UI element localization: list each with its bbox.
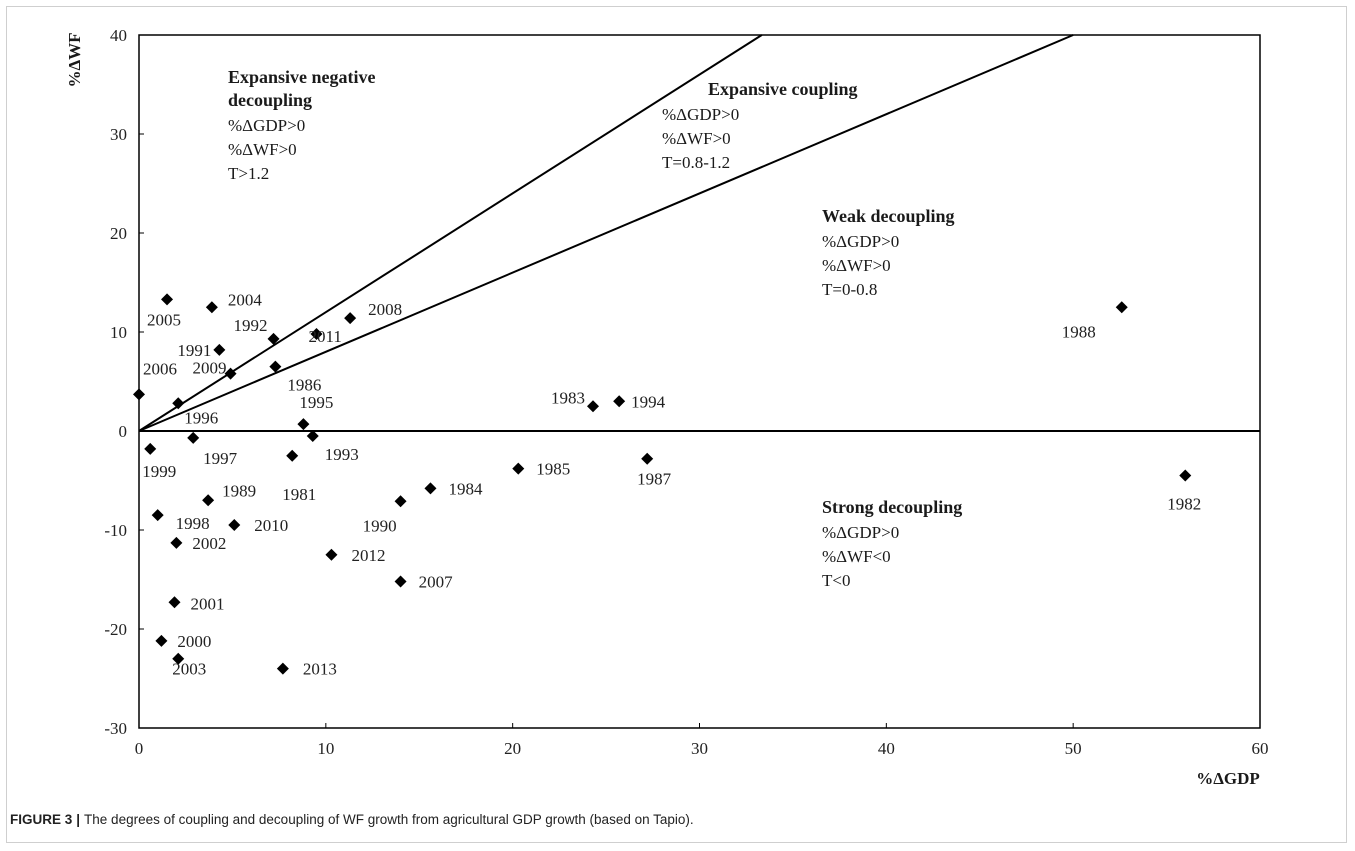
region-condition: %ΔGDP>0 bbox=[228, 116, 305, 135]
data-point-1981 bbox=[286, 450, 298, 462]
point-label-2002: 2002 bbox=[192, 534, 226, 553]
data-point-2010 bbox=[228, 519, 240, 531]
point-label-2000: 2000 bbox=[177, 632, 211, 651]
data-point-2012 bbox=[325, 549, 337, 561]
data-point-1988 bbox=[1116, 301, 1128, 313]
x-tick-label: 50 bbox=[1065, 739, 1082, 758]
point-label-1993: 1993 bbox=[325, 445, 359, 464]
x-tick-label: 40 bbox=[878, 739, 895, 758]
point-label-1983: 1983 bbox=[551, 388, 585, 407]
point-label-1991: 1991 bbox=[177, 341, 211, 360]
point-label-2008: 2008 bbox=[368, 300, 402, 319]
point-label-2012: 2012 bbox=[351, 546, 385, 565]
data-point-2001 bbox=[168, 596, 180, 608]
y-axis-title: %ΔWF bbox=[65, 32, 84, 87]
figure-caption: FIGURE 3 | The degrees of coupling and dec… bbox=[10, 812, 1340, 827]
point-label-1984: 1984 bbox=[448, 479, 483, 498]
data-point-1994 bbox=[613, 395, 625, 407]
data-point-1982 bbox=[1179, 470, 1191, 482]
data-point-1990 bbox=[395, 495, 407, 507]
region-title: Expansive coupling bbox=[708, 79, 858, 99]
point-label-1989: 1989 bbox=[222, 481, 256, 500]
y-tick-label: -10 bbox=[104, 521, 127, 540]
y-tick-label: -20 bbox=[104, 620, 127, 639]
data-point-2008 bbox=[344, 312, 356, 324]
point-label-1988: 1988 bbox=[1062, 322, 1096, 341]
point-label-2001: 2001 bbox=[190, 594, 224, 613]
point-label-1987: 1987 bbox=[637, 470, 672, 489]
x-tick-label: 20 bbox=[504, 739, 521, 758]
data-point-1998 bbox=[152, 509, 164, 521]
point-label-1995: 1995 bbox=[299, 393, 333, 412]
point-label-2010: 2010 bbox=[254, 516, 288, 535]
y-tick-label: 0 bbox=[119, 422, 128, 441]
y-tick-label: 40 bbox=[110, 26, 127, 45]
region-condition: %ΔGDP>0 bbox=[822, 232, 899, 251]
data-point-1989 bbox=[202, 494, 214, 506]
region-condition: T<0 bbox=[822, 571, 850, 590]
point-label-1986: 1986 bbox=[287, 376, 321, 395]
data-point-2007 bbox=[395, 575, 407, 587]
x-tick-label: 30 bbox=[691, 739, 708, 758]
point-label-1998: 1998 bbox=[176, 514, 210, 533]
data-point-1999 bbox=[144, 443, 156, 455]
point-label-1996: 1996 bbox=[184, 408, 218, 427]
region-title: Weak decoupling bbox=[822, 206, 955, 226]
region-condition: T=0.8-1.2 bbox=[662, 153, 730, 172]
point-label-1982: 1982 bbox=[1167, 495, 1201, 514]
data-point-1984 bbox=[424, 482, 436, 494]
point-label-2006: 2006 bbox=[143, 359, 177, 378]
region-condition: %ΔGDP>0 bbox=[662, 105, 739, 124]
data-point-2006 bbox=[133, 388, 145, 400]
point-label-1997: 1997 bbox=[203, 449, 238, 468]
data-point-1983 bbox=[587, 400, 599, 412]
region-condition: T=0-0.8 bbox=[822, 280, 877, 299]
y-tick-label: 10 bbox=[110, 323, 127, 342]
region-title: Expansive negative bbox=[228, 67, 376, 87]
data-point-2002 bbox=[170, 537, 182, 549]
point-label-2011: 2011 bbox=[308, 327, 341, 346]
region-condition: T>1.2 bbox=[228, 164, 269, 183]
caption-text: The degrees of coupling and decoupling o… bbox=[84, 812, 694, 827]
x-tick-label: 60 bbox=[1252, 739, 1269, 758]
data-point-1991 bbox=[213, 344, 225, 356]
data-point-2000 bbox=[155, 635, 167, 647]
x-tick-label: 10 bbox=[317, 739, 334, 758]
y-tick-label: -30 bbox=[104, 719, 127, 738]
data-point-1995 bbox=[297, 418, 309, 430]
point-label-1994: 1994 bbox=[631, 392, 666, 411]
caption-separator: | bbox=[76, 812, 80, 827]
point-label-2005: 2005 bbox=[147, 310, 181, 329]
region-title: Strong decoupling bbox=[822, 497, 962, 517]
region-condition: %ΔWF>0 bbox=[662, 129, 731, 148]
y-tick-label: 30 bbox=[110, 125, 127, 144]
data-point-1987 bbox=[641, 453, 653, 465]
point-label-2009: 2009 bbox=[193, 359, 227, 378]
data-point-1985 bbox=[512, 463, 524, 475]
region-condition: %ΔWF>0 bbox=[822, 256, 891, 275]
data-point-1996 bbox=[172, 397, 184, 409]
data-point-2004 bbox=[206, 301, 218, 313]
caption-figure-label: FIGURE 3 bbox=[10, 812, 72, 827]
point-label-1981: 1981 bbox=[282, 485, 316, 504]
point-label-1990: 1990 bbox=[363, 516, 397, 535]
x-tick-label: 0 bbox=[135, 739, 144, 758]
region-condition: %ΔWF<0 bbox=[822, 547, 891, 566]
data-point-1997 bbox=[187, 432, 199, 444]
region-condition: %ΔWF>0 bbox=[228, 140, 297, 159]
point-label-2013: 2013 bbox=[303, 660, 337, 679]
region-title: decoupling bbox=[228, 90, 312, 110]
point-label-1985: 1985 bbox=[536, 460, 570, 479]
point-label-2007: 2007 bbox=[419, 572, 454, 591]
region-condition: %ΔGDP>0 bbox=[822, 523, 899, 542]
x-axis-title: %ΔGDP bbox=[1196, 769, 1260, 788]
data-point-2013 bbox=[277, 663, 289, 675]
point-label-2003: 2003 bbox=[172, 660, 206, 679]
y-tick-label: 20 bbox=[110, 224, 127, 243]
point-label-1999: 1999 bbox=[142, 462, 176, 481]
point-label-1992: 1992 bbox=[234, 316, 268, 335]
point-label-2004: 2004 bbox=[228, 290, 262, 309]
data-point-2005 bbox=[161, 293, 173, 305]
